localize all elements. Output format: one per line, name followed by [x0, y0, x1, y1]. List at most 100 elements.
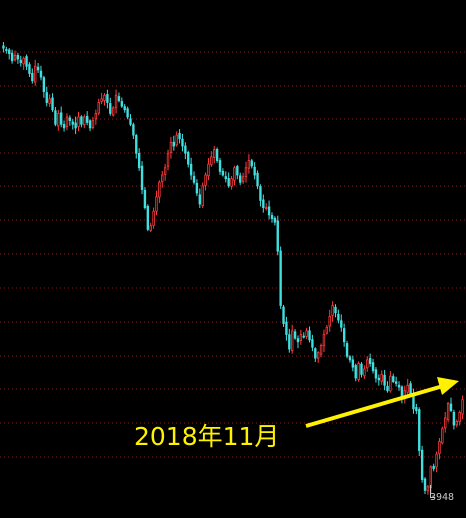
candle-body: [279, 250, 282, 306]
candles: [2, 42, 464, 495]
candle-body: [28, 64, 31, 74]
arrow-head: [437, 377, 459, 395]
candle-body: [227, 178, 230, 187]
candle-body: [366, 359, 369, 369]
annotation-arrow: [305, 377, 459, 428]
candle-body: [233, 167, 236, 181]
candle-body: [374, 369, 378, 379]
candle-body: [288, 334, 291, 350]
candle-body: [5, 49, 8, 51]
candle-body: [452, 411, 456, 426]
candle-body: [88, 120, 92, 129]
candle-body: [397, 384, 401, 388]
candle-body: [322, 334, 326, 347]
candle-body: [230, 178, 233, 187]
candle-body: [299, 334, 303, 342]
candle-body: [123, 106, 126, 111]
candle-body: [117, 96, 121, 102]
candle-body: [236, 166, 239, 176]
candle-body: [163, 167, 167, 175]
candle-body: [302, 335, 305, 338]
candle-body: [293, 331, 297, 339]
candle-body: [221, 170, 225, 176]
candle-body: [360, 363, 363, 375]
candle-body: [340, 320, 343, 328]
candle-body: [218, 160, 222, 172]
candle-body: [158, 181, 161, 198]
candle-body: [140, 165, 144, 190]
candle-body: [409, 383, 412, 395]
candle-body: [16, 54, 20, 60]
candle-body: [244, 167, 248, 177]
candle-body: [210, 156, 213, 165]
candle-body: [250, 160, 253, 167]
candle-body: [59, 112, 63, 125]
candle-body: [146, 205, 150, 230]
candle-body: [187, 152, 190, 165]
candle-body: [265, 207, 268, 210]
candle-body: [213, 149, 216, 158]
candle-body: [305, 330, 308, 337]
candle-body: [354, 365, 357, 379]
candle-body: [247, 160, 251, 169]
candle-body: [345, 343, 349, 357]
candle-body: [458, 412, 461, 422]
candle-body: [426, 486, 430, 492]
candle-body: [455, 421, 458, 426]
low-price-label: 3948: [430, 492, 455, 503]
candle-body: [386, 385, 389, 392]
candle-body: [13, 54, 17, 61]
candle-body: [25, 56, 28, 67]
candle-body: [172, 141, 176, 147]
candle-body: [290, 330, 294, 351]
candle-body: [239, 175, 242, 183]
candle-body: [149, 225, 152, 231]
candle-body: [120, 101, 124, 107]
candle-body: [392, 376, 395, 383]
candle-body: [201, 185, 204, 207]
candle-body: [103, 94, 106, 101]
candle-body: [207, 163, 210, 177]
candle-body: [10, 52, 14, 62]
candle-body: [432, 465, 435, 470]
candle-body: [109, 103, 112, 114]
candle-body: [337, 313, 340, 321]
candle-body: [175, 134, 178, 146]
candle-body: [273, 217, 277, 223]
candle-body: [2, 45, 5, 49]
candle-body: [178, 133, 181, 140]
candle-body: [71, 121, 74, 125]
candle-body: [415, 407, 418, 412]
candle-body: [85, 115, 89, 123]
candle-body: [100, 98, 103, 102]
candle-body: [19, 59, 22, 64]
candle-body: [83, 116, 86, 126]
candle-body: [348, 356, 352, 361]
candle-body: [143, 189, 147, 209]
candle-body: [48, 98, 51, 104]
candle-body: [39, 70, 43, 78]
candle-body: [132, 124, 135, 136]
candle-body: [129, 118, 132, 125]
candle-body: [126, 108, 129, 118]
candle-body: [65, 116, 69, 128]
candle-body: [296, 338, 300, 343]
candle-body: [380, 373, 383, 382]
candle-body: [276, 220, 279, 252]
candle-body: [328, 315, 331, 327]
candle-body: [54, 110, 57, 125]
candle-body: [181, 138, 184, 147]
candle-body: [45, 92, 48, 103]
candle-body: [241, 176, 245, 182]
grid-lines: [0, 51, 466, 458]
candle-body: [166, 152, 170, 167]
arrow-shaft: [305, 384, 444, 428]
candle-body: [74, 122, 77, 129]
candle-body: [282, 306, 285, 325]
candle-body: [31, 72, 34, 82]
candle-body: [189, 163, 193, 176]
candle-body: [62, 124, 66, 129]
candle-body: [331, 305, 334, 316]
